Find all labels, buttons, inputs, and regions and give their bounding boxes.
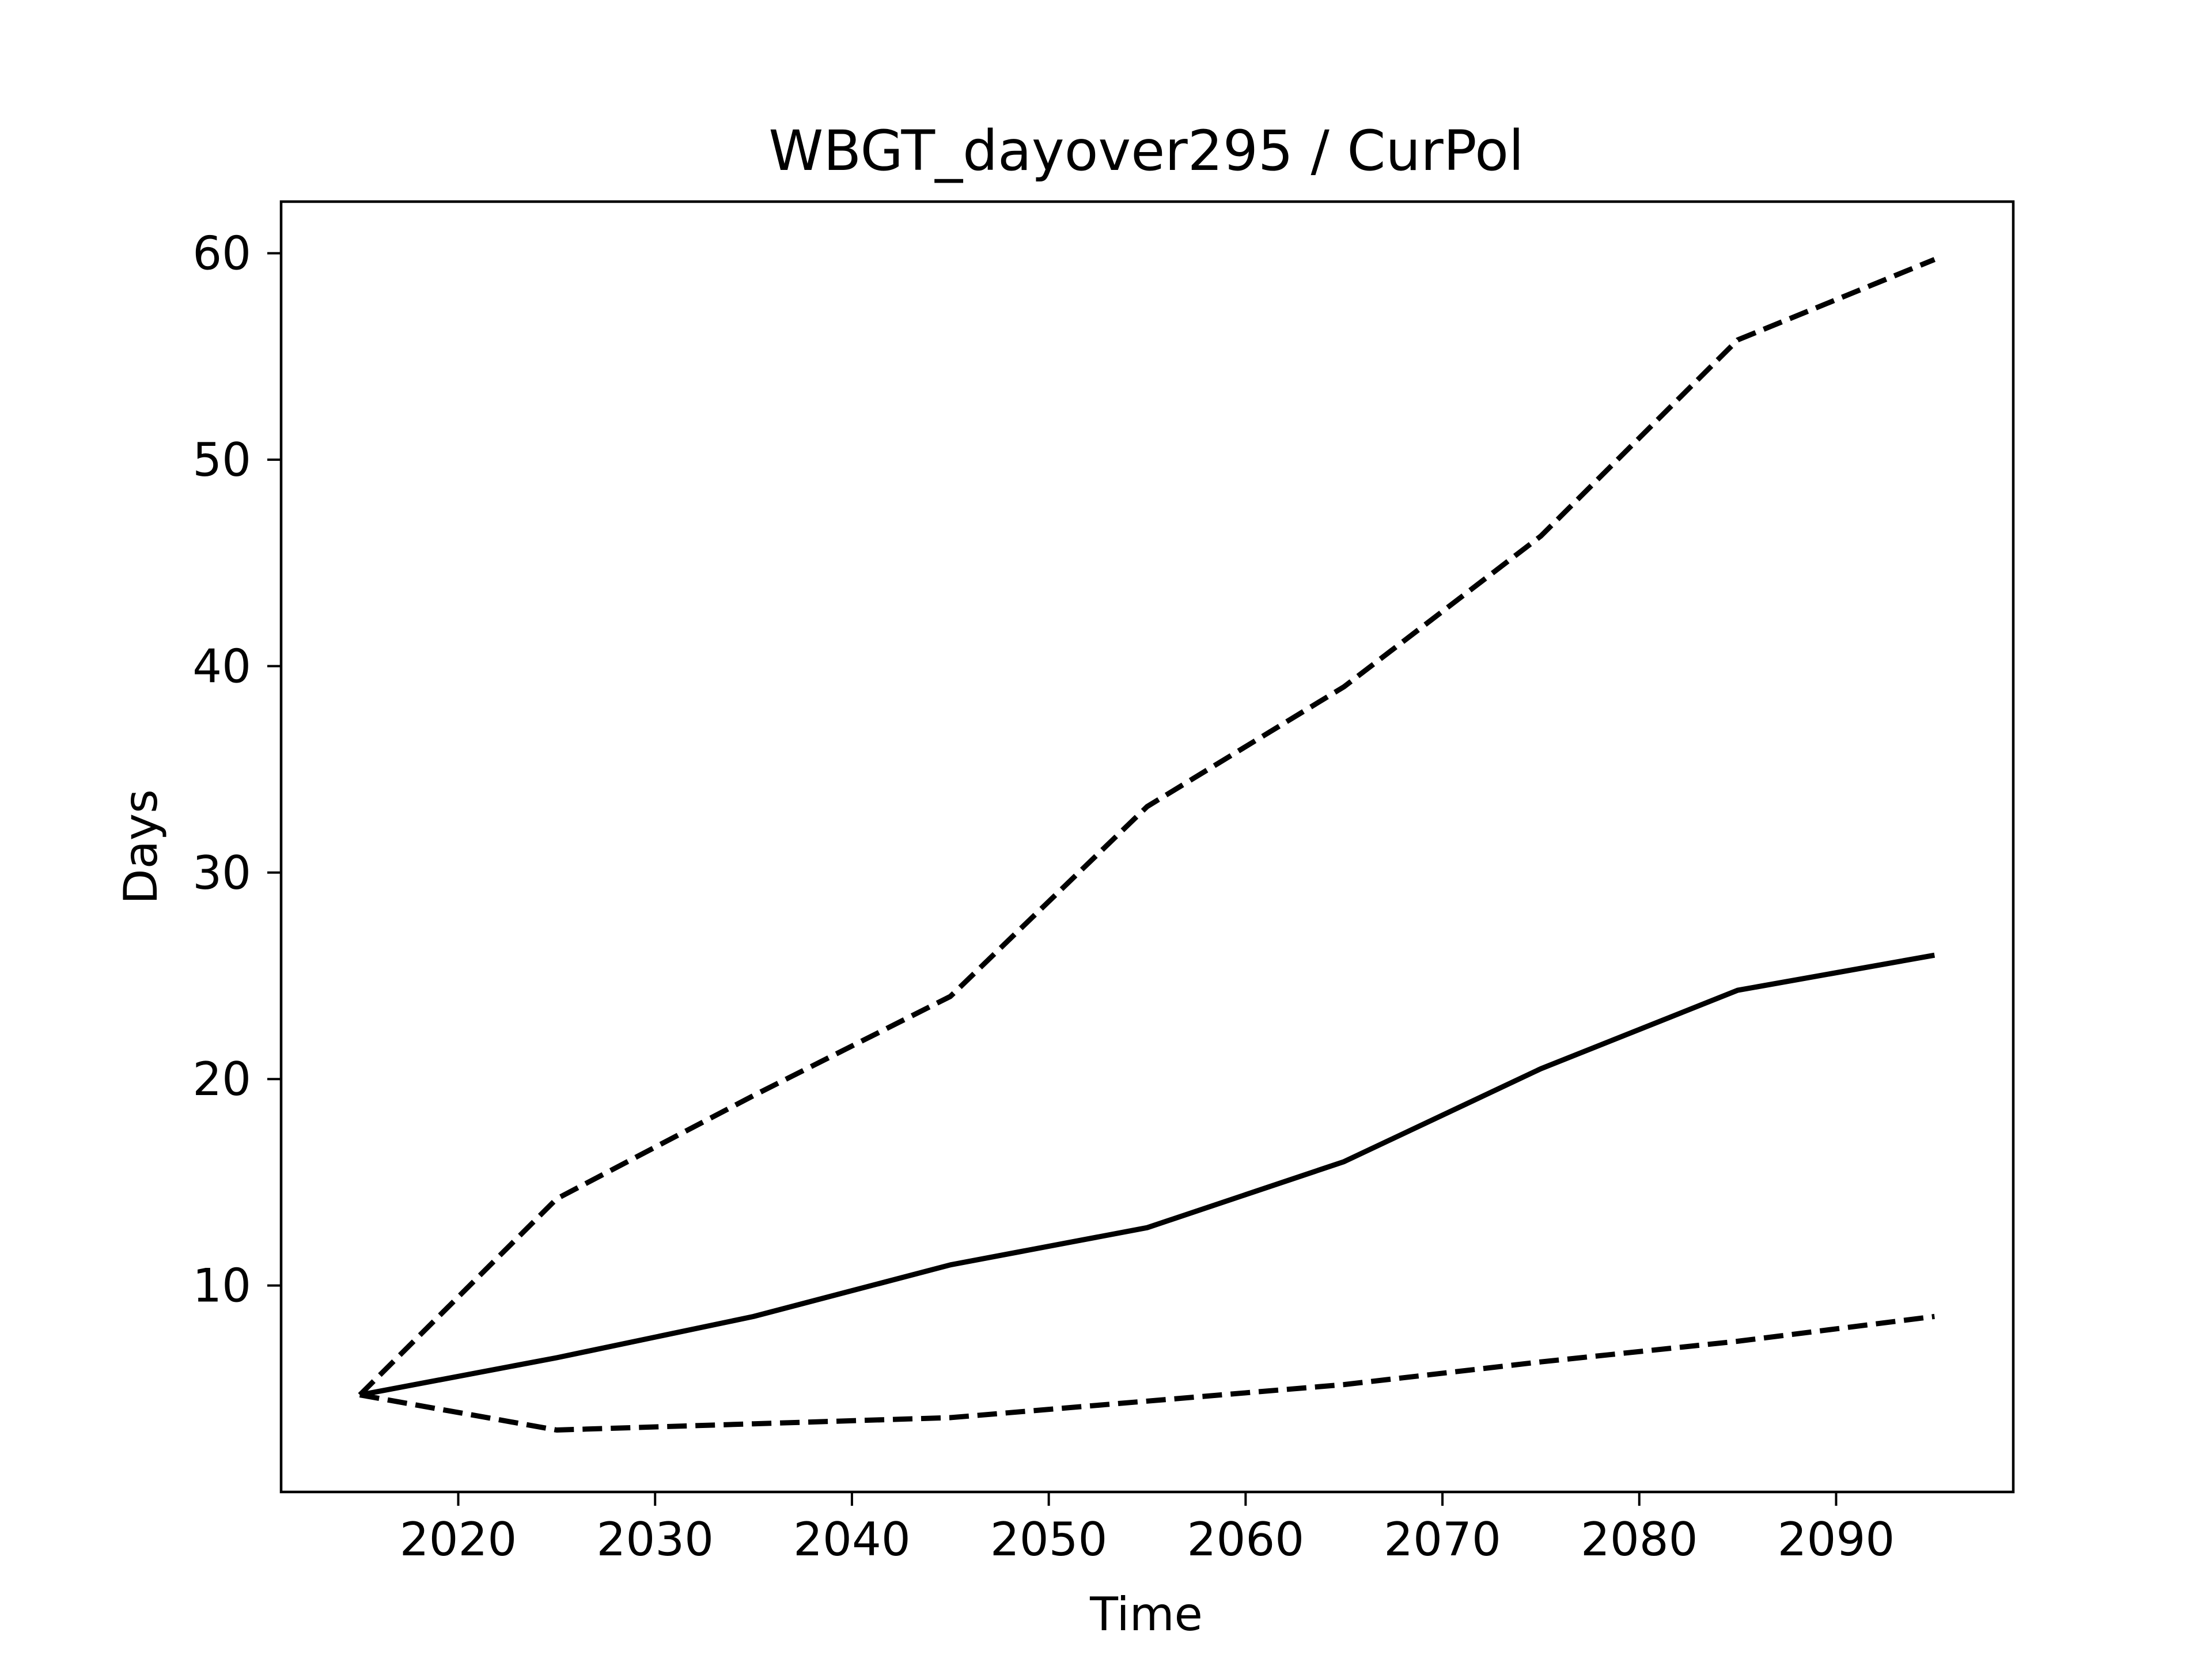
x-axis-label: Time (1089, 1588, 1203, 1641)
y-tick-label: 50 (192, 433, 251, 487)
series-line-1 (358, 257, 1936, 1397)
plot-series (358, 257, 1936, 1433)
y-tick-label: 60 (192, 227, 251, 281)
x-tick-label: 2020 (400, 1513, 517, 1566)
series-line-2 (359, 952, 1936, 1398)
x-tick-label: 2080 (1581, 1513, 1698, 1566)
x-tick-label: 2060 (1187, 1513, 1305, 1566)
x-tick-label: 2030 (596, 1513, 714, 1566)
x-tick-label: 2090 (1778, 1513, 1895, 1566)
y-axis-label: Days (114, 789, 168, 904)
y-tick-label: 40 (192, 639, 251, 693)
y-axis: 10 20 30 40 50 60 (192, 227, 281, 1313)
y-tick-label: 10 (192, 1259, 251, 1313)
chart-title: WBGT_dayover295 / CurPol (768, 119, 1524, 183)
x-tick-label: 2070 (1384, 1513, 1501, 1566)
plot-frame (279, 200, 2015, 1494)
y-tick-label: 20 (192, 1052, 251, 1106)
y-tick-label: 30 (192, 846, 251, 900)
series-line-3 (359, 1313, 1935, 1433)
x-axis: 2020 2030 2040 2050 2060 2070 2080 2090 (400, 1492, 1895, 1566)
x-tick-label: 2050 (990, 1513, 1108, 1566)
x-tick-label: 2040 (793, 1513, 911, 1566)
